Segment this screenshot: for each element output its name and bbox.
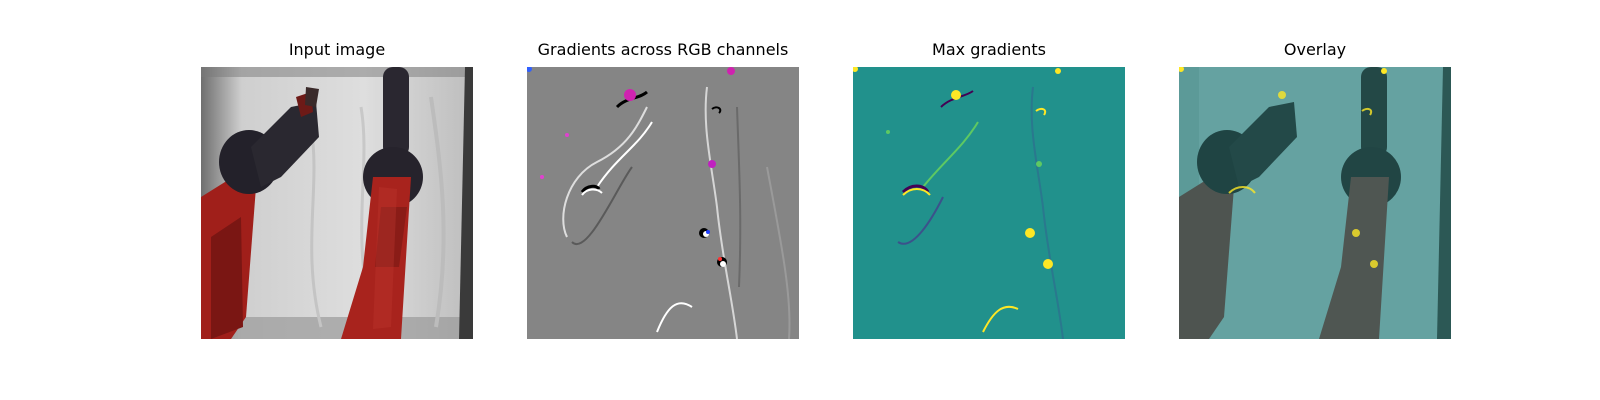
panel-title-max-gradients: Max gradients — [932, 40, 1046, 59]
panel-title-overlay: Overlay — [1283, 40, 1347, 59]
overlay-image — [1179, 67, 1451, 339]
max-gradients-image — [853, 67, 1125, 339]
panel-title-input-image: Input image — [288, 40, 386, 59]
panel-title-rgb-gradients: Gradients across RGB channels — [537, 40, 789, 59]
input-image — [201, 67, 473, 339]
rgb-gradients-image — [527, 67, 799, 339]
